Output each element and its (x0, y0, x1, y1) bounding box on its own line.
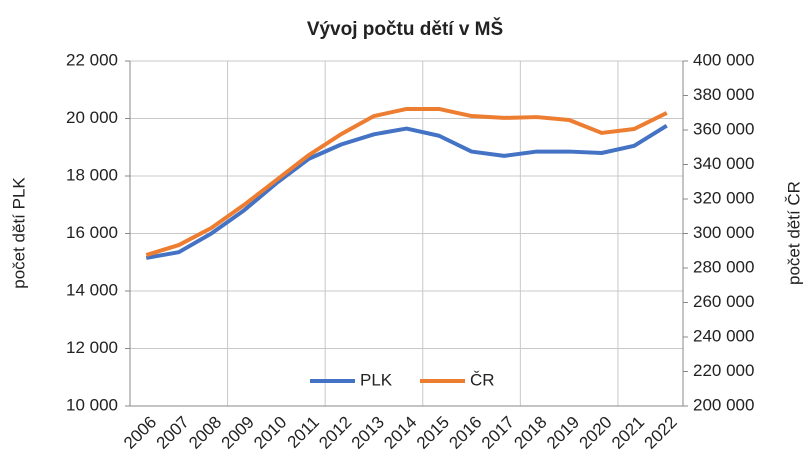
y-tick-label: 22 000 (66, 50, 118, 69)
x-tick-label: 2007 (153, 413, 193, 453)
series-line (145, 106, 668, 257)
y2-tick-label: 220 000 (693, 361, 754, 380)
y2-tick-label: 340 000 (693, 154, 754, 173)
y2-axis-title: počet dětí ČR (784, 181, 803, 285)
series-line (145, 123, 668, 260)
y-tick-label: 14 000 (66, 280, 118, 299)
x-tick-label: 2017 (478, 413, 518, 453)
y2-tick-label: 320 000 (693, 188, 754, 207)
x-tick-label: 2012 (315, 413, 355, 453)
y-tick-label: 18 000 (66, 165, 118, 184)
x-tick-label: 2014 (380, 413, 420, 453)
x-tick-label: 2006 (120, 413, 160, 453)
y2-tick-label: 380 000 (693, 85, 754, 104)
y2-tick-label: 280 000 (693, 257, 754, 276)
x-tick-label: 2018 (510, 413, 550, 453)
y2-tick-label: 260 000 (693, 292, 754, 311)
x-tick-label: 2015 (413, 413, 453, 453)
legend-label: ČR (470, 370, 495, 389)
y-tick-label: 20 000 (66, 108, 118, 127)
x-tick-label: 2010 (250, 413, 290, 453)
x-tick-label: 2009 (218, 413, 258, 453)
y2-tick-label: 200 000 (693, 395, 754, 414)
x-tick-label: 2008 (185, 413, 225, 453)
y-tick-label: 16 000 (66, 223, 118, 242)
y-tick-label: 12 000 (66, 338, 118, 357)
x-tick-label: 2016 (445, 413, 485, 453)
x-tick-label: 2020 (575, 413, 615, 453)
y2-tick-label: 240 000 (693, 326, 754, 345)
y-axis-title: počet dětí PLK (9, 177, 28, 289)
x-tick-label: 2019 (543, 413, 583, 453)
y2-tick-label: 300 000 (693, 223, 754, 242)
x-tick-label: 2022 (641, 413, 681, 453)
y2-tick-label: 360 000 (693, 119, 754, 138)
legend-label: PLK (360, 370, 393, 389)
chart-title: Vývoj počtu dětí v MŠ (307, 18, 503, 40)
x-tick-label: 2011 (284, 413, 323, 452)
x-tick-label: 2013 (348, 413, 388, 453)
x-tick-label: 2021 (608, 413, 648, 453)
y2-tick-label: 400 000 (693, 50, 754, 69)
y-tick-label: 10 000 (66, 395, 118, 414)
